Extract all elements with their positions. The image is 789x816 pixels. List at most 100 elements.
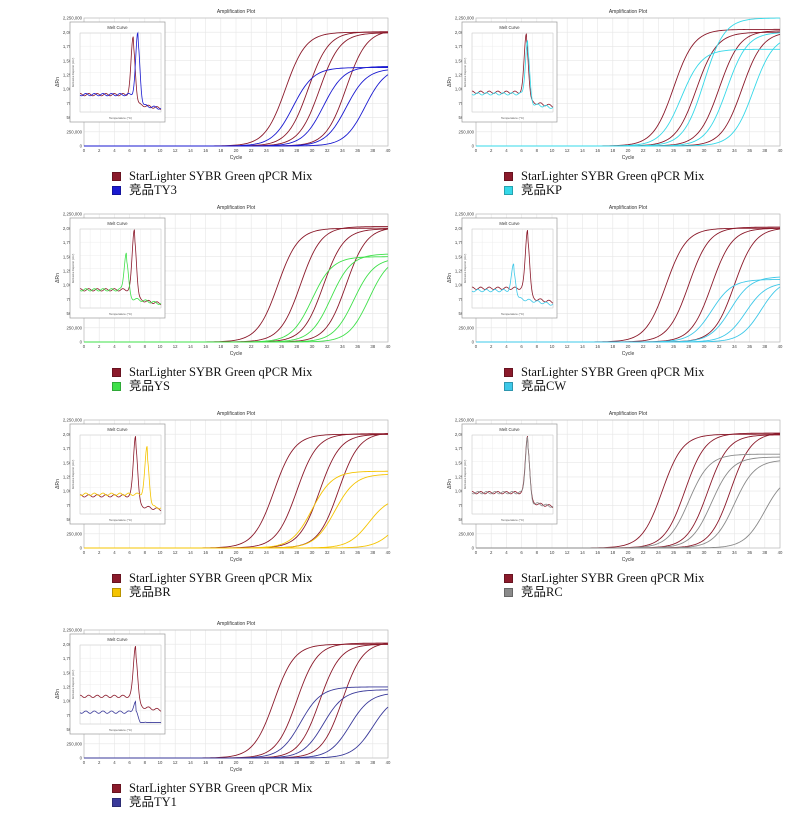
x-tick-label: 20: [234, 148, 239, 153]
x-tick-label: 0: [475, 344, 478, 349]
amplification-curve-br-4: [84, 534, 389, 549]
legend-swatch-reference: [112, 783, 121, 793]
inset-x-axis-label: Temperature (°C): [501, 116, 524, 120]
x-tick-label: 20: [626, 148, 631, 153]
y-axis-label: ΔRn: [447, 77, 453, 87]
plot-title: Amplification Plot: [609, 411, 648, 417]
inset-plot-frame: [79, 228, 162, 309]
x-tick-label: 26: [671, 550, 676, 555]
x-tick-label: 6: [128, 344, 131, 349]
y-tick-label: 2,250,000: [455, 16, 475, 21]
x-tick-label: 8: [536, 550, 539, 555]
x-axis-label: Cycle: [622, 557, 635, 563]
x-tick-label: 16: [203, 760, 208, 765]
x-tick-label: 32: [325, 148, 330, 153]
x-tick-label: 14: [580, 148, 585, 153]
x-tick-label: 2: [490, 148, 493, 153]
amplification-plot: Amplification Plot0250,000500,000750,000…: [54, 6, 394, 166]
chart-legend: StarLighter SYBR Green qPCR Mix 竞品RC: [504, 571, 704, 599]
x-tick-label: 26: [671, 344, 676, 349]
x-tick-label: 8: [144, 550, 147, 555]
chart-panel-cw: Amplification Plot0250,000500,000750,000…: [446, 202, 786, 397]
inset-frame: [69, 217, 166, 319]
x-tick-label: 40: [386, 760, 391, 765]
x-tick-label: 8: [536, 344, 539, 349]
legend-entry-reference: StarLighter SYBR Green qPCR Mix: [112, 169, 312, 183]
x-tick-label: 16: [595, 550, 600, 555]
x-tick-label: 32: [717, 344, 722, 349]
chart-panel-ys: Amplification Plot0250,000500,000750,000…: [54, 202, 394, 397]
x-tick-label: 8: [144, 344, 147, 349]
x-tick-label: 2: [490, 344, 493, 349]
chart-legend: StarLighter SYBR Green qPCR Mix 竞品BR: [112, 571, 312, 599]
x-tick-label: 10: [158, 344, 163, 349]
melt-curve-ty1: [79, 700, 161, 723]
legend-swatch-reference: [504, 367, 513, 377]
inset-plot-frame: [471, 228, 554, 309]
x-tick-label: 24: [656, 148, 661, 153]
x-tick-label: 40: [386, 550, 391, 555]
x-axis-label: Cycle: [230, 767, 243, 773]
x-tick-label: 12: [565, 550, 570, 555]
x-tick-label: 38: [370, 344, 375, 349]
x-tick-label: 14: [188, 550, 193, 555]
legend-label: 竞品CW: [521, 379, 567, 393]
x-tick-label: 20: [626, 344, 631, 349]
y-tick-label: 2,250,000: [63, 418, 83, 423]
legend-entry-reference: StarLighter SYBR Green qPCR Mix: [504, 571, 704, 585]
amplification-curve-kp-4: [476, 42, 781, 147]
inset-y-axis-label: Derivative Reporter (-Rn'): [71, 58, 75, 88]
x-tick-label: 0: [83, 760, 86, 765]
x-tick-label: 14: [580, 550, 585, 555]
x-tick-label: 14: [188, 344, 193, 349]
legend-entry-reference: StarLighter SYBR Green qPCR Mix: [112, 365, 312, 379]
legend-label: 竞品BR: [129, 585, 171, 599]
amplification-curve-ys-4: [84, 266, 389, 343]
x-tick-label: 30: [702, 344, 707, 349]
y-tick-label: 0: [472, 340, 475, 345]
x-tick-label: 10: [550, 550, 555, 555]
x-tick-label: 4: [505, 148, 508, 153]
melt-curve-inset: Melt Curve Temperature (°C) Derivative Rep…: [461, 423, 558, 525]
x-tick-label: 12: [173, 760, 178, 765]
x-tick-label: 10: [158, 148, 163, 153]
legend-label: StarLighter SYBR Green qPCR Mix: [129, 571, 313, 585]
legend-swatch-ys: [112, 381, 121, 391]
legend-swatch-reference: [112, 367, 121, 377]
amplification-curve-ty1-4: [84, 706, 389, 759]
legend-label: StarLighter SYBR Green qPCR Mix: [521, 571, 705, 585]
melt-curve-kp: [471, 40, 554, 109]
legend-label: StarLighter SYBR Green qPCR Mix: [129, 169, 313, 183]
y-tick-label: 0: [80, 546, 83, 551]
amplification-curve-ty3-4: [84, 74, 389, 147]
legend-swatch-reference: [112, 171, 121, 181]
legend-swatch-reference: [504, 171, 513, 181]
x-tick-label: 16: [203, 148, 208, 153]
x-tick-label: 30: [310, 344, 315, 349]
y-axis-label: ΔRn: [55, 77, 61, 87]
x-tick-label: 28: [294, 760, 299, 765]
x-tick-label: 14: [188, 148, 193, 153]
x-tick-label: 16: [203, 344, 208, 349]
legend-swatch-cw: [504, 381, 513, 391]
x-tick-label: 18: [218, 148, 223, 153]
inset-frame: [461, 423, 558, 525]
x-tick-label: 22: [641, 148, 646, 153]
y-tick-label: 250,000: [458, 129, 474, 134]
x-tick-label: 14: [188, 760, 193, 765]
x-tick-label: 12: [173, 148, 178, 153]
x-tick-label: 8: [536, 148, 539, 153]
plot-title: Amplification Plot: [217, 9, 256, 15]
x-tick-label: 32: [717, 550, 722, 555]
inset-y-axis-label: Derivative Reporter (-Rn'): [463, 460, 467, 490]
legend-swatch-ty1: [112, 797, 121, 807]
amplification-curve-rc-4: [476, 487, 781, 549]
x-tick-label: 34: [732, 550, 737, 555]
x-tick-label: 18: [610, 148, 615, 153]
inset-x-axis-label: Temperature (°C): [501, 518, 524, 522]
inset-plot-frame: [471, 434, 554, 515]
x-tick-label: 30: [310, 148, 315, 153]
x-tick-label: 18: [218, 344, 223, 349]
melt-curve-ys: [79, 252, 162, 305]
plot-title: Amplification Plot: [609, 9, 648, 15]
